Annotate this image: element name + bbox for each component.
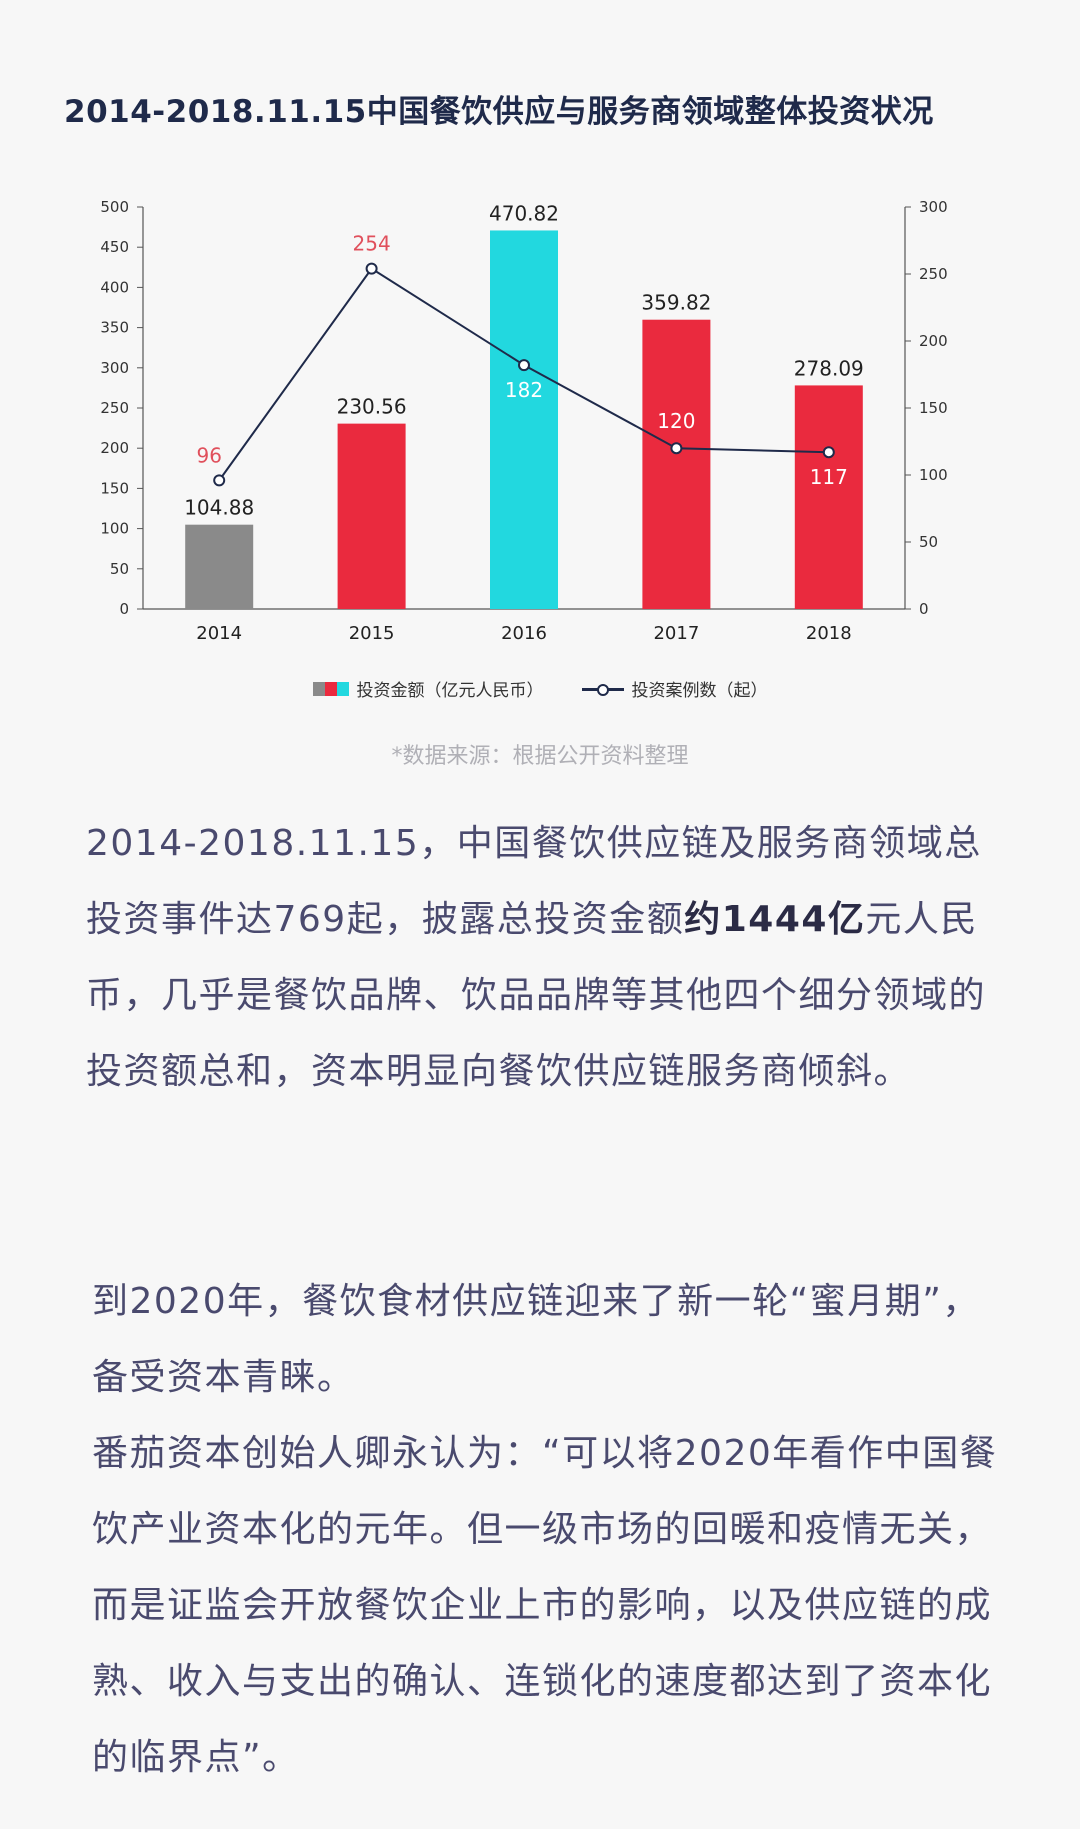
y-left-tick-label: 400 xyxy=(100,278,129,296)
case-count-point xyxy=(518,359,530,372)
y-left-tick-label: 500 xyxy=(100,198,129,216)
chart: 0 50 100 150 200 250 300 350 400 450 500 0 50 100 150 2… xyxy=(100,198,948,644)
summary-highlight: 约1444亿 xyxy=(684,899,866,940)
y-left-tick-label: 350 xyxy=(100,319,129,337)
legend: 投资金额（亿元人民币） 投资案例数（起） xyxy=(0,676,1080,701)
y-right-tick-label: 200 xyxy=(919,332,948,350)
x-tick-label: 2017 xyxy=(653,623,699,644)
y-right-tick-label: 0 xyxy=(919,600,929,618)
legend-item-line: 投资案例数（起） xyxy=(581,676,768,701)
legend-bar-label: 投资金额（亿元人民币） xyxy=(356,681,544,701)
bar-value-label: 104.88 xyxy=(184,496,254,520)
x-tick-label: 2018 xyxy=(806,623,852,644)
y-left-tick-label: 50 xyxy=(110,560,129,578)
paragraph-honeymoon: 到2020年，餐饮食材供应链迎来了新一轮“蜜月期”，备受资本青睐。 xyxy=(92,1281,980,1398)
bar-value-label: 230.56 xyxy=(337,395,407,419)
y-left-tick-label: 200 xyxy=(100,439,129,457)
bar xyxy=(642,319,711,609)
legend-line-label: 投资案例数（起） xyxy=(631,681,768,701)
paragraph-quote: 番茄资本创始人卿永认为：“可以将2020年看作中国餐饮产业资本化的元年。但一级市… xyxy=(92,1433,998,1778)
y-right-tick-label: 50 xyxy=(919,533,938,551)
summary-text-1: 2014-2018.11.15，中国餐饮供应链及服务商领域总投资事件达769起，… xyxy=(86,823,982,940)
source-note: *数据来源：根据公开资料整理 xyxy=(391,744,689,769)
x-tick-label: 2016 xyxy=(501,623,547,644)
line-value-label: 254 xyxy=(353,232,391,256)
summary-text-2: 元人民币，几乎是餐饮品牌、饮品品牌等其他四个细分领域的投资额总和，资本明显向餐饮… xyxy=(86,899,987,1092)
y-left-tick-label: 0 xyxy=(119,600,129,618)
line-value-label: 182 xyxy=(505,378,543,402)
legend-swatch-cyan xyxy=(336,681,349,696)
case-count-point xyxy=(365,262,378,275)
case-count-point xyxy=(822,446,835,459)
line-value-label: 117 xyxy=(810,465,848,489)
legend-bar-swatch xyxy=(312,681,349,696)
x-tick-label: 2015 xyxy=(349,623,395,644)
y-right-tick-label: 150 xyxy=(919,399,948,417)
bar-value-label: 278.09 xyxy=(794,356,864,380)
line-value-label: 120 xyxy=(657,409,695,433)
x-tick-label: 2014 xyxy=(196,623,242,644)
line-value-label: 96 xyxy=(196,443,221,467)
legend-line-swatch xyxy=(581,682,624,696)
bar xyxy=(794,385,863,609)
y-left-tick-label: 150 xyxy=(100,479,129,497)
legend-swatch-red xyxy=(324,681,337,696)
bar xyxy=(185,524,254,609)
y-left-tick-label: 250 xyxy=(100,399,129,417)
bar-value-label: 359.82 xyxy=(641,291,711,315)
y-right-tick-label: 100 xyxy=(919,466,948,484)
bar xyxy=(490,230,558,609)
bar xyxy=(337,423,406,609)
y-left-tick-label: 450 xyxy=(100,238,129,256)
chart-title: 2014-2018.11.15中国餐饮供应与服务商领域整体投资状况 xyxy=(64,94,934,130)
y-left-tick-label: 300 xyxy=(100,359,129,377)
legend-item-bar: 投资金额（亿元人民币） xyxy=(312,676,544,701)
bar-value-label: 470.82 xyxy=(489,201,559,225)
legend-swatch-gray xyxy=(312,681,325,696)
y-right-tick-label: 300 xyxy=(919,198,948,216)
y-left-tick-label: 100 xyxy=(100,520,129,538)
case-count-point xyxy=(670,442,683,455)
case-count-point xyxy=(213,474,226,487)
y-right-tick-label: 250 xyxy=(919,265,948,283)
paragraph-summary: 2014-2018.11.15，中国餐饮供应链及服务商领域总投资事件达769起，… xyxy=(86,806,1016,1110)
